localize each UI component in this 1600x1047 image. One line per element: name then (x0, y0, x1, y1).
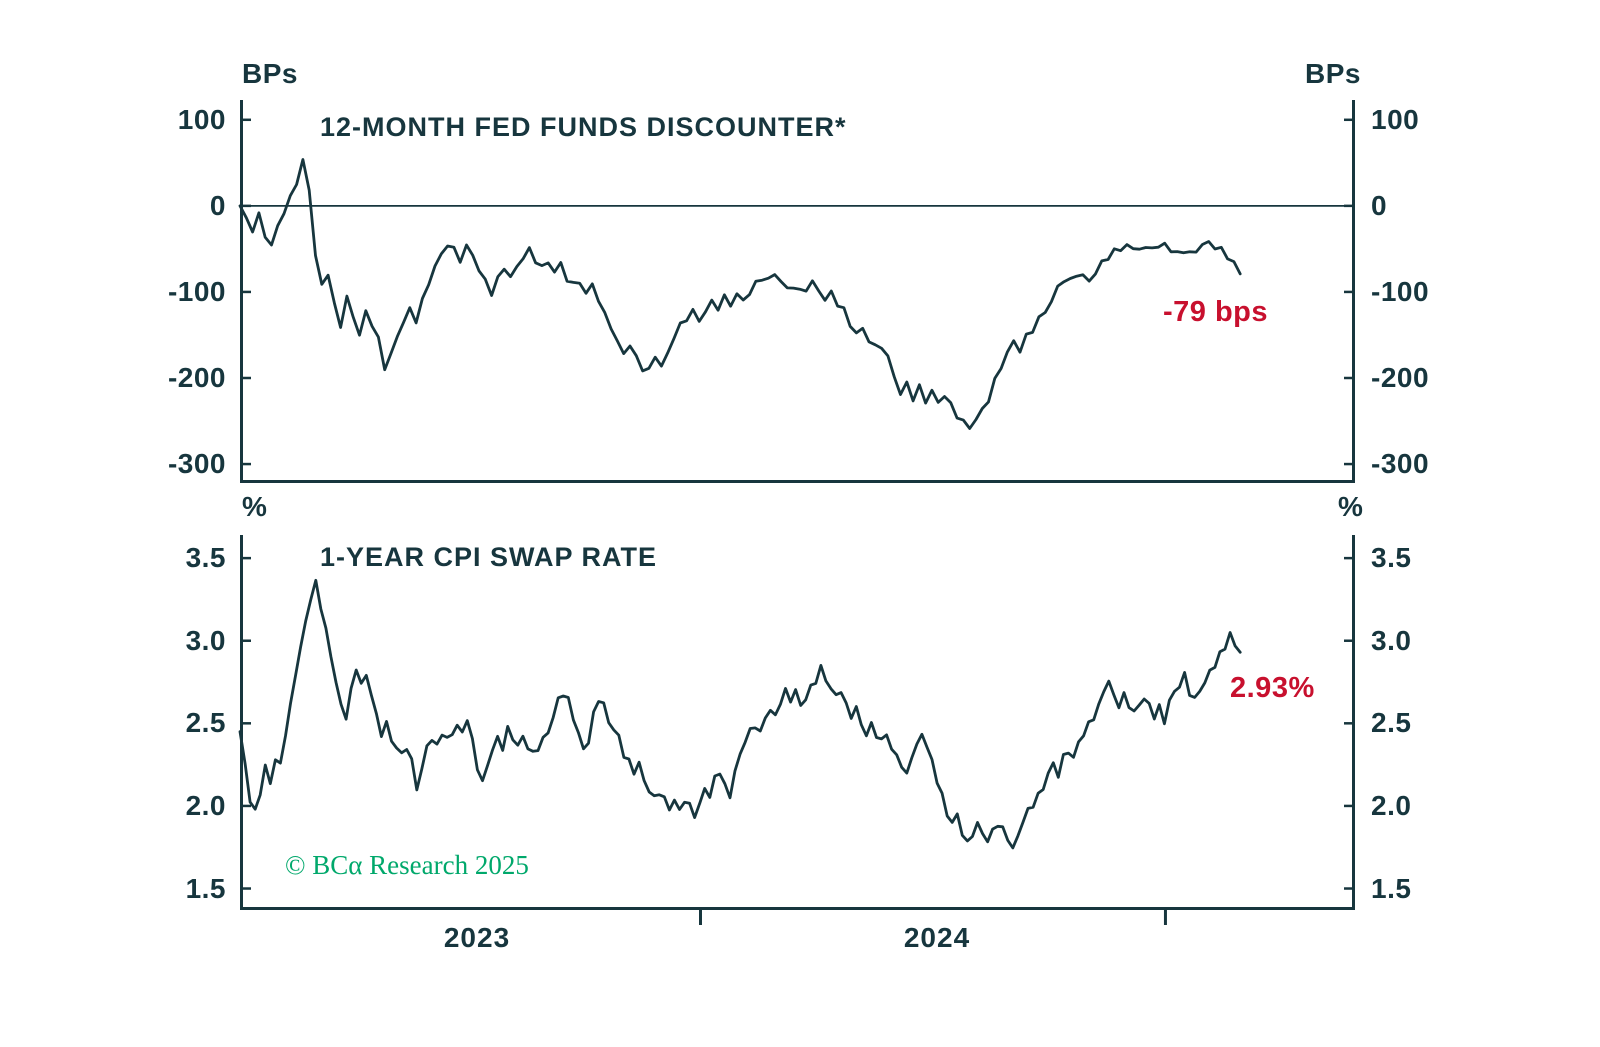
y-axis-label-right: -200 (1371, 361, 1430, 393)
x-axis-year-2024: 2024 (903, 922, 971, 953)
y-axis-unit-pct-left: % (242, 491, 268, 522)
axis-frame (240, 535, 1355, 910)
x-axis-year-2023: 2023 (443, 922, 511, 953)
y-axis-label-left: 0 (209, 189, 226, 221)
y-axis-label-right: -100 (1371, 275, 1430, 307)
y-axis-label-right: 3.5 (1371, 542, 1412, 574)
y-axis-label-right: 2.0 (1371, 789, 1412, 821)
y-axis-label-left: -300 (167, 448, 226, 480)
y-axis-label-left: 1.5 (185, 872, 226, 904)
y-axis-unit-pct-right: % (1338, 491, 1364, 522)
bca-research-watermark: © BCα Research 2025 (285, 850, 529, 880)
12-month-fed-funds-discounter-line (238, 158, 1242, 430)
y-axis-label-right: 2.5 (1371, 707, 1412, 739)
y-axis-label-right: 100 (1371, 103, 1420, 135)
axis-frame (240, 100, 1355, 483)
y-axis-label-right: 1.5 (1371, 872, 1412, 904)
cpi-swap-rate-title: 1-YEAR CPI SWAP RATE (320, 542, 658, 572)
y-axis-label-left: 3.0 (185, 624, 226, 656)
cpi-swap-last-value-annotation: 2.93% (1230, 672, 1315, 704)
y-axis-label-left: -200 (167, 361, 226, 393)
y-axis-label-left: 100 (177, 103, 226, 135)
y-axis-label-left: -100 (167, 275, 226, 307)
fed-funds-last-value-annotation: -79 bps (1163, 296, 1269, 328)
fed-funds-discounter-title: 12-MONTH FED FUNDS DISCOUNTER* (320, 112, 847, 142)
y-axis-unit-bps-left: BPs (242, 58, 298, 89)
y-axis-label-left: 3.5 (185, 542, 226, 574)
y-axis-label-right: 3.0 (1371, 624, 1412, 656)
y-axis-label-left: 2.5 (185, 707, 226, 739)
y-axis-label-right: 0 (1371, 189, 1388, 221)
y-axis-label-right: -300 (1371, 448, 1430, 480)
y-axis-unit-bps-right: BPs (1305, 58, 1361, 89)
1-year-cpi-swap-rate-line (238, 578, 1242, 850)
fed-funds-discounter-plot (238, 100, 1355, 483)
y-axis-label-left: 2.0 (185, 789, 226, 821)
cpi-swap-rate-plot (238, 535, 1355, 925)
